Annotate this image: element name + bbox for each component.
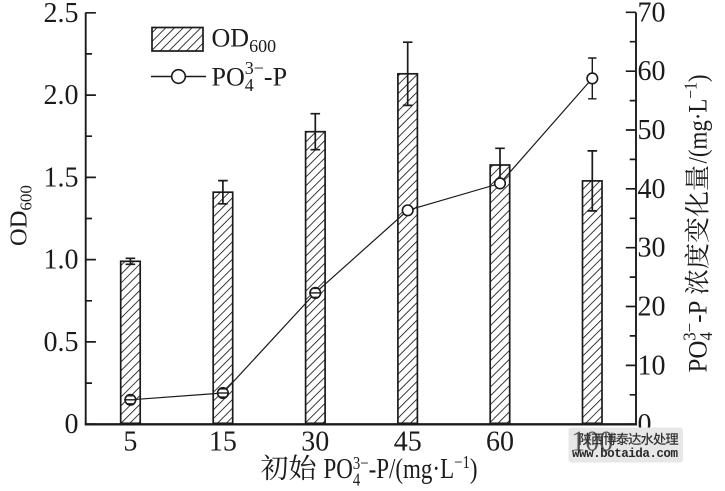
svg-text:60: 60	[486, 426, 514, 457]
svg-text:1.5: 1.5	[44, 162, 79, 193]
svg-text:0.5: 0.5	[44, 327, 79, 358]
svg-text:60: 60	[638, 56, 666, 87]
svg-text:PO43−-P: PO43−-P	[212, 58, 288, 95]
svg-text:30: 30	[301, 426, 329, 457]
svg-text:www.botaida.com: www.botaida.com	[572, 447, 678, 461]
svg-text:PO43−-P: PO43−-P	[680, 301, 717, 373]
svg-text:5: 5	[123, 426, 137, 457]
svg-text:70: 70	[638, 0, 666, 28]
svg-text:10: 10	[638, 350, 666, 381]
svg-text:15: 15	[209, 426, 237, 457]
svg-text:2.0: 2.0	[44, 80, 79, 111]
svg-text:50: 50	[638, 115, 666, 146]
svg-text:0: 0	[65, 409, 79, 440]
svg-text:1.0: 1.0	[44, 245, 79, 276]
svg-text:20: 20	[638, 292, 666, 323]
svg-text:40: 40	[638, 174, 666, 205]
svg-text:30: 30	[638, 233, 666, 264]
svg-text:2.5: 2.5	[44, 0, 79, 29]
svg-text:45: 45	[394, 426, 422, 457]
svg-text:PO43−-P/(mg·L−1): PO43−-P/(mg·L−1)	[324, 452, 478, 490]
